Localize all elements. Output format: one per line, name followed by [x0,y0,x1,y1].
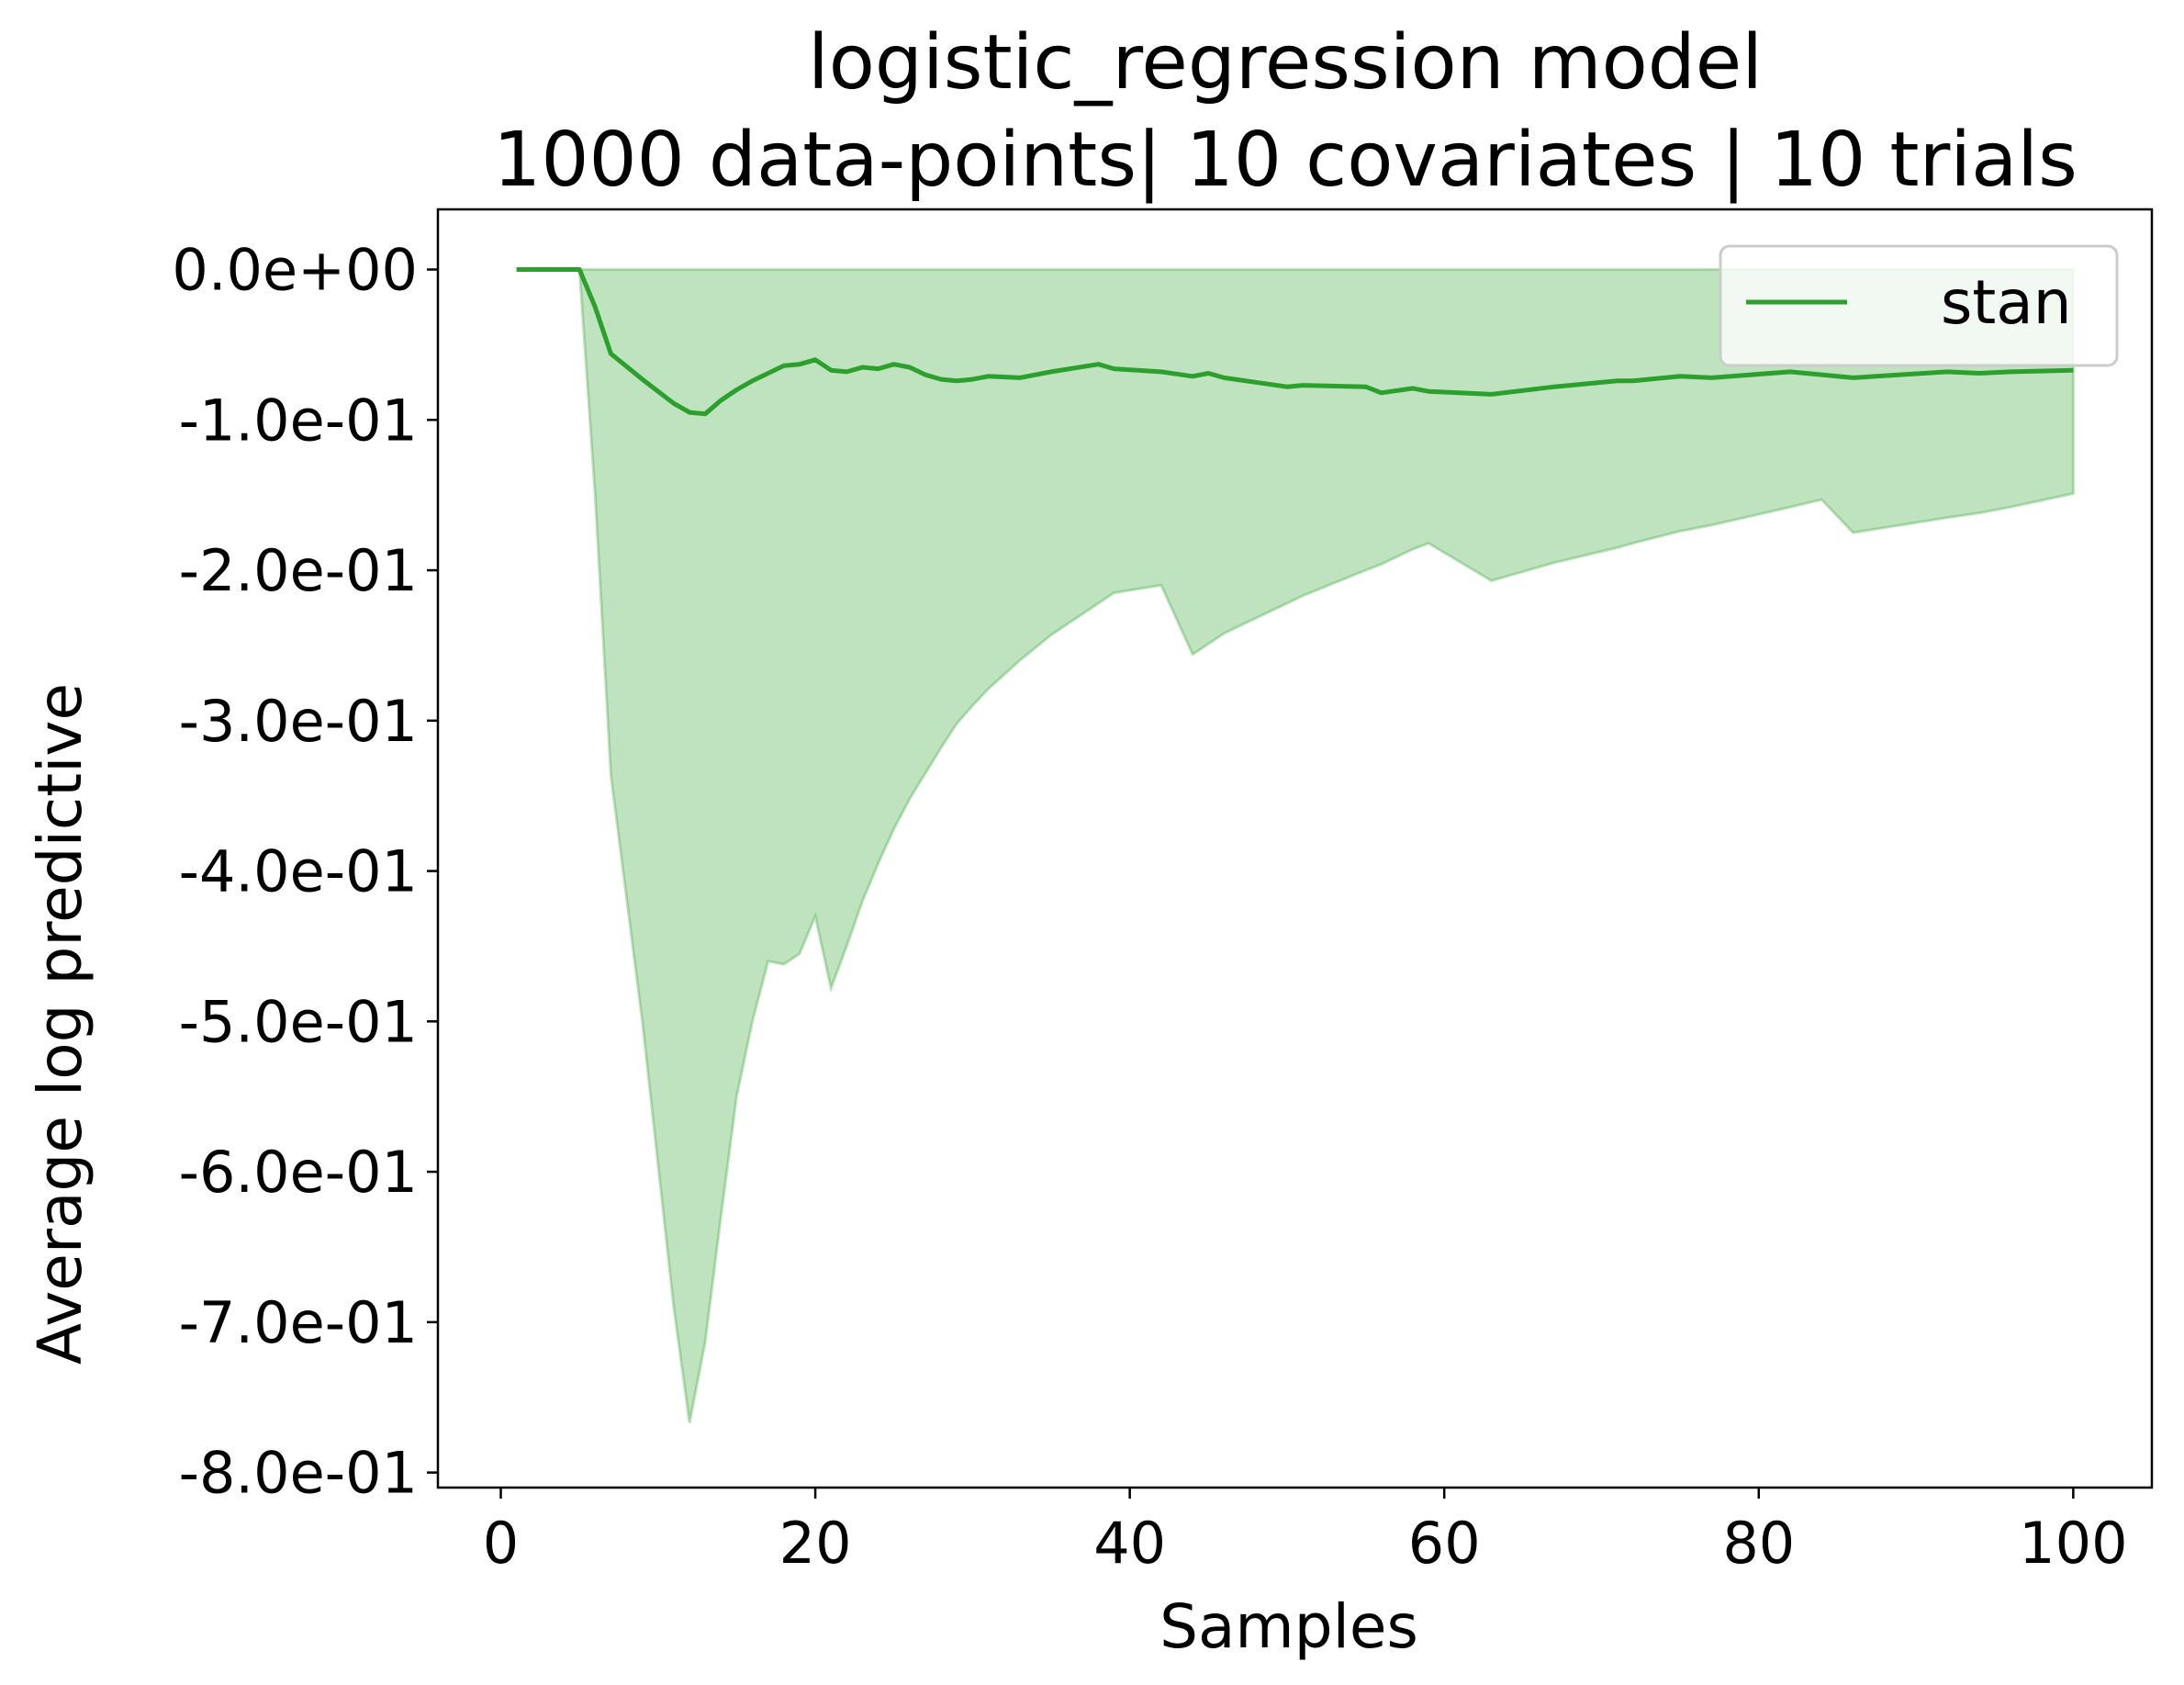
x-tick-label: 60 [1408,1510,1481,1577]
y-tick-label: -1.0e-01 [179,387,418,454]
y-tick-label: -2.0e-01 [179,537,418,604]
x-tick-label: 100 [2019,1510,2127,1577]
chart-title-line-2: 1000 data-points| 10 covariates | 10 tri… [493,117,2078,204]
legend: stan [1719,244,2119,367]
axes: 0 20 40 60 80 100 0.0e+00 -1.0e-01 -2.0e-01 -3.0e… [172,208,2154,1577]
y-tick-label: 0.0e+00 [172,237,418,304]
y-tick-label: -3.0e-01 [179,688,418,755]
confidence-band-stan [516,268,2075,1423]
x-tick-label: 0 [483,1510,519,1577]
legend-label-stan: stan [1941,267,2072,338]
chart-title-line-1: logistic_regression model [808,19,1763,107]
legend-box [1719,244,2119,367]
x-axis-label: Samples [1159,1591,1418,1662]
x-tick-label: 40 [1093,1510,1166,1577]
plot-frame [436,208,2154,1489]
y-tick-label: -6.0e-01 [179,1139,418,1206]
chart-title: logistic_regression model 1000 data-poin… [493,19,2078,204]
y-tick-label: -7.0e-01 [179,1289,418,1356]
y-tick-label: -8.0e-01 [179,1440,418,1507]
y-axis-label: Average log predictive [25,683,95,1365]
y-tick-label: -4.0e-01 [179,838,418,905]
y-tick-label: -5.0e-01 [179,988,418,1055]
x-tick-label: 20 [779,1510,852,1577]
x-tick-label: 80 [1722,1510,1795,1577]
plot-area [516,267,2075,1423]
series-line-stan [516,267,2074,417]
